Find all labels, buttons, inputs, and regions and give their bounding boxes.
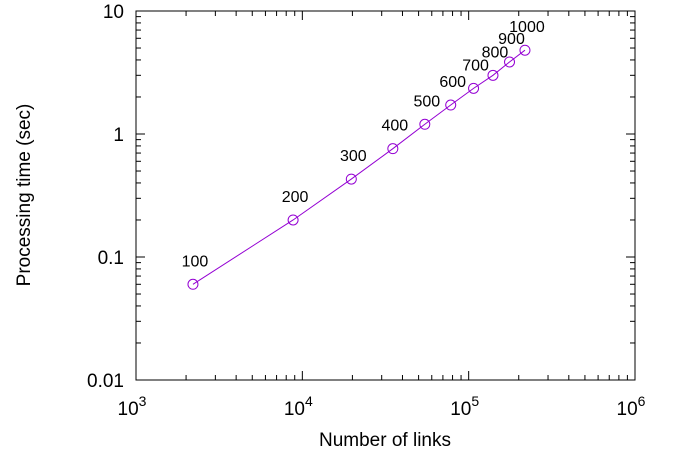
data-point	[487, 69, 499, 81]
data-point	[519, 44, 531, 56]
x-tick-base: 10	[284, 399, 305, 420]
data-label: 500	[413, 93, 440, 110]
axis-ticks	[135, 10, 636, 381]
data-label: 200	[282, 189, 309, 206]
x-tick-exponent: 3	[139, 393, 147, 409]
y-tick-label: 1	[113, 125, 124, 146]
x-tick-label: 104	[284, 393, 313, 420]
x-tick-exponent: 6	[638, 393, 646, 409]
y-tick-label: 0.1	[98, 248, 124, 269]
x-tick-label: 103	[118, 393, 147, 420]
x-axis-title: Number of links	[319, 430, 451, 451]
data-label: 300	[340, 148, 367, 165]
y-axis-title: Processing time (sec)	[14, 104, 35, 287]
data-label: 400	[381, 118, 408, 135]
data-point	[287, 214, 299, 226]
plot-frame	[135, 10, 636, 381]
x-tick-label: 105	[450, 393, 479, 420]
data-series	[187, 44, 531, 290]
x-tick-base: 10	[118, 399, 139, 420]
data-label: 600	[439, 74, 466, 91]
data-label: 800	[482, 44, 509, 61]
x-tick-base: 10	[450, 399, 471, 420]
data-label: 900	[498, 31, 525, 48]
data-point	[387, 143, 399, 155]
x-tick-exponent: 4	[305, 393, 313, 409]
series-line	[192, 49, 526, 285]
x-tick-base: 10	[617, 399, 638, 420]
data-point	[504, 56, 516, 68]
data-point	[345, 173, 357, 185]
data-point	[445, 99, 457, 111]
data-label: 1000	[509, 19, 545, 36]
data-point	[468, 82, 480, 94]
data-label: 100	[182, 253, 209, 270]
data-point	[419, 118, 431, 130]
data-label: 700	[462, 57, 489, 74]
y-tick-label: 0.01	[87, 371, 124, 392]
x-tick-label: 106	[617, 393, 646, 420]
data-point	[187, 278, 199, 290]
x-tick-exponent: 5	[471, 393, 479, 409]
y-tick-label: 10	[103, 2, 124, 23]
